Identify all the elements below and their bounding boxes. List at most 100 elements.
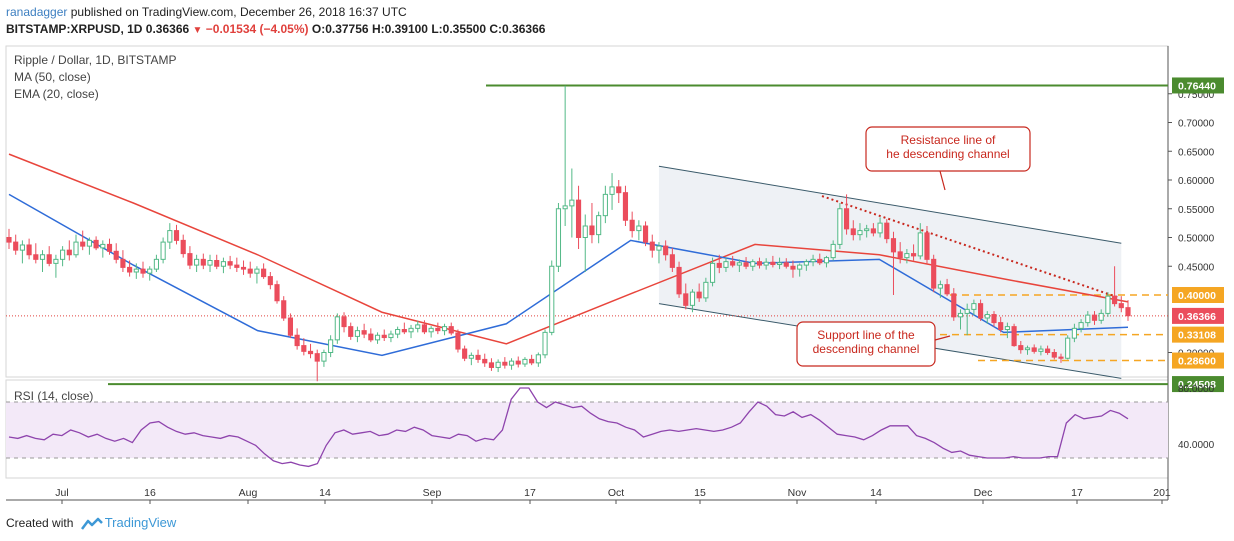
- level-label-024508-bg: [1172, 376, 1224, 393]
- time-tick-label: 14: [870, 487, 882, 499]
- candle-body: [978, 303, 984, 319]
- candle-body: [508, 360, 515, 366]
- candle-body: [200, 258, 206, 266]
- candle-body: [951, 293, 957, 318]
- chart-title: Ripple / Dollar, 1D, BITSTAMP: [14, 53, 177, 67]
- candle-body: [254, 268, 260, 274]
- candle-body: [917, 232, 923, 257]
- candle-body: [683, 293, 689, 306]
- candle-body: [555, 208, 562, 267]
- candle-body: [120, 258, 126, 268]
- candle-body: [609, 186, 615, 195]
- candle-body: [53, 258, 59, 264]
- ema-legend: EMA (20, close): [14, 87, 99, 101]
- time-tick-label: 17: [524, 487, 536, 499]
- tradingview-brand[interactable]: TradingView: [104, 515, 177, 530]
- candle-body: [716, 262, 722, 268]
- candle-body: [495, 361, 501, 368]
- candle-body: [361, 330, 367, 335]
- candle-body: [823, 257, 830, 264]
- candle-body: [234, 264, 240, 268]
- channel-fill: [658, 166, 1122, 379]
- candle-body: [522, 358, 528, 365]
- price-tick-label: 0.45000: [1178, 262, 1215, 273]
- channel-resistance-line: [658, 165, 1122, 244]
- time-tick-label: Oct: [608, 487, 624, 499]
- candle-body: [502, 361, 508, 366]
- candle-body: [709, 262, 716, 283]
- resistance-annotation-pointer: [939, 170, 946, 191]
- resistance-annotation-box: [865, 126, 1031, 172]
- candle-body: [984, 314, 990, 319]
- time-tick-label: 17: [1071, 487, 1083, 499]
- created-with-label: Created with: [6, 516, 74, 530]
- level-label-033108-bg: [1172, 326, 1224, 343]
- author-link[interactable]: ranadagger: [6, 5, 68, 19]
- candle-body: [133, 268, 139, 273]
- candle-body: [140, 268, 146, 274]
- price-tick-label: 0.65000: [1178, 147, 1215, 158]
- candle-body: [354, 330, 361, 337]
- time-tick-label: Nov: [788, 487, 807, 499]
- candle-body: [911, 253, 917, 257]
- candle-body: [93, 239, 99, 249]
- candle-body: [13, 241, 19, 251]
- candle-body: [415, 324, 421, 329]
- candle-body: [736, 262, 742, 266]
- level-label-076440-bg: [1172, 77, 1224, 94]
- candle-body: [971, 303, 977, 310]
- candle-body: [991, 314, 997, 324]
- time-tick-label: 14: [319, 487, 331, 499]
- candle-body: [488, 362, 495, 368]
- time-tick-label: 201: [1153, 487, 1171, 499]
- candle-body: [857, 230, 863, 236]
- time-tick-label: Sep: [423, 487, 442, 499]
- support-annotation-text: descending channel: [813, 342, 920, 356]
- level-label-028600-bg: [1172, 352, 1224, 369]
- candle-body: [562, 205, 568, 210]
- candle-body: [1078, 322, 1084, 329]
- candle-body: [66, 249, 72, 256]
- candle-body: [287, 317, 294, 336]
- candle-body: [529, 358, 535, 364]
- tradingview-logo-icon: [80, 517, 103, 530]
- candle-body: [267, 276, 273, 286]
- candle-body: [750, 261, 756, 267]
- candle-body: [931, 258, 937, 289]
- candle-body: [428, 327, 434, 333]
- candle-body: [127, 266, 133, 273]
- symbol-bar: BITSTAMP:XRPUSD, 1D 0.36366 ▼ −0.01534 (…: [6, 22, 545, 36]
- candle-body: [468, 354, 474, 359]
- candle-body: [803, 261, 809, 266]
- candle-body: [314, 353, 320, 362]
- publish-info: ranadagger published on TradingView.com,…: [6, 5, 407, 19]
- candle-body: [113, 250, 119, 260]
- candle-body: [421, 324, 428, 333]
- level-label-036366-bg: [1172, 307, 1224, 324]
- candle-body: [448, 326, 454, 334]
- candle-body: [167, 230, 173, 243]
- candle-body: [173, 230, 180, 241]
- candle-body: [810, 258, 816, 263]
- candle-body: [589, 225, 595, 236]
- support-annotation-pointer: [934, 335, 951, 341]
- rsi-band-fill: [6, 402, 1168, 458]
- candle-body: [1071, 327, 1077, 339]
- down-triangle-icon: ▼: [192, 25, 203, 36]
- candle-body: [830, 243, 836, 259]
- candle-body: [797, 264, 803, 270]
- candle-body: [696, 291, 702, 299]
- change-value: −0.01534 (−4.05%): [205, 22, 309, 36]
- candle-body: [656, 245, 662, 251]
- candle-body: [843, 208, 850, 230]
- candle-body: [944, 284, 950, 295]
- candle-body: [897, 251, 903, 259]
- candle-body: [964, 308, 970, 314]
- candle-body: [622, 192, 629, 221]
- candle-body: [160, 241, 166, 260]
- candle-body: [46, 254, 52, 264]
- resistance-annotation-text: he descending channel: [886, 147, 1009, 161]
- candle-body: [247, 268, 253, 274]
- candle-body: [904, 253, 910, 259]
